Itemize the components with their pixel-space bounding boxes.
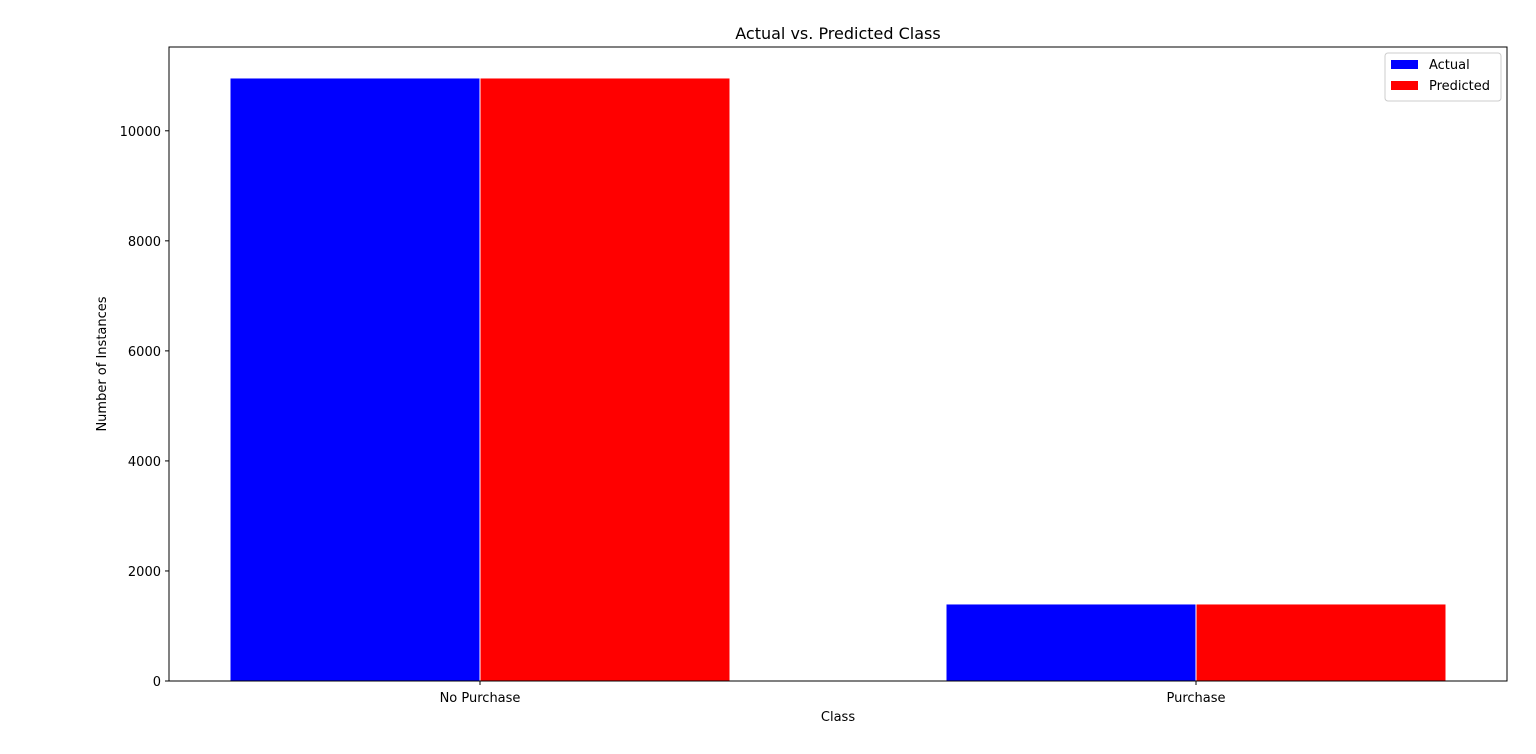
x-tick-label: Purchase (1166, 691, 1225, 706)
bar-predicted-purchase (1195, 603, 1447, 682)
x-tick-label: No Purchase (440, 691, 521, 706)
legend-label-actual: Actual (1429, 58, 1470, 73)
legend-swatch-predicted (1391, 81, 1418, 90)
chart-title: Actual vs. Predicted Class (735, 24, 940, 43)
y-tick-label: 8000 (128, 235, 161, 250)
y-tick-label: 10000 (120, 125, 161, 140)
bar-actual-purchase (945, 603, 1197, 682)
y-axis-label: Number of Instances (95, 296, 110, 431)
legend-label-predicted: Predicted (1429, 79, 1490, 94)
x-axis-label: Class (821, 710, 855, 725)
y-tick-label: 2000 (128, 565, 161, 580)
legend-swatch-actual (1391, 60, 1418, 69)
x-axis-ticks: No Purchase Purchase (440, 681, 1226, 706)
bar-predicted-no-purchase (479, 77, 731, 682)
y-tick-label: 4000 (128, 455, 161, 470)
legend: Actual Predicted (1384, 52, 1502, 102)
bar-actual-no-purchase (229, 77, 481, 682)
y-axis-ticks: 0 2000 4000 6000 8000 10000 (120, 125, 169, 690)
y-tick-label: 6000 (128, 345, 161, 360)
plot-frame (168, 46, 1508, 682)
y-tick-label: 0 (153, 675, 161, 690)
bars-layer (229, 77, 1447, 682)
